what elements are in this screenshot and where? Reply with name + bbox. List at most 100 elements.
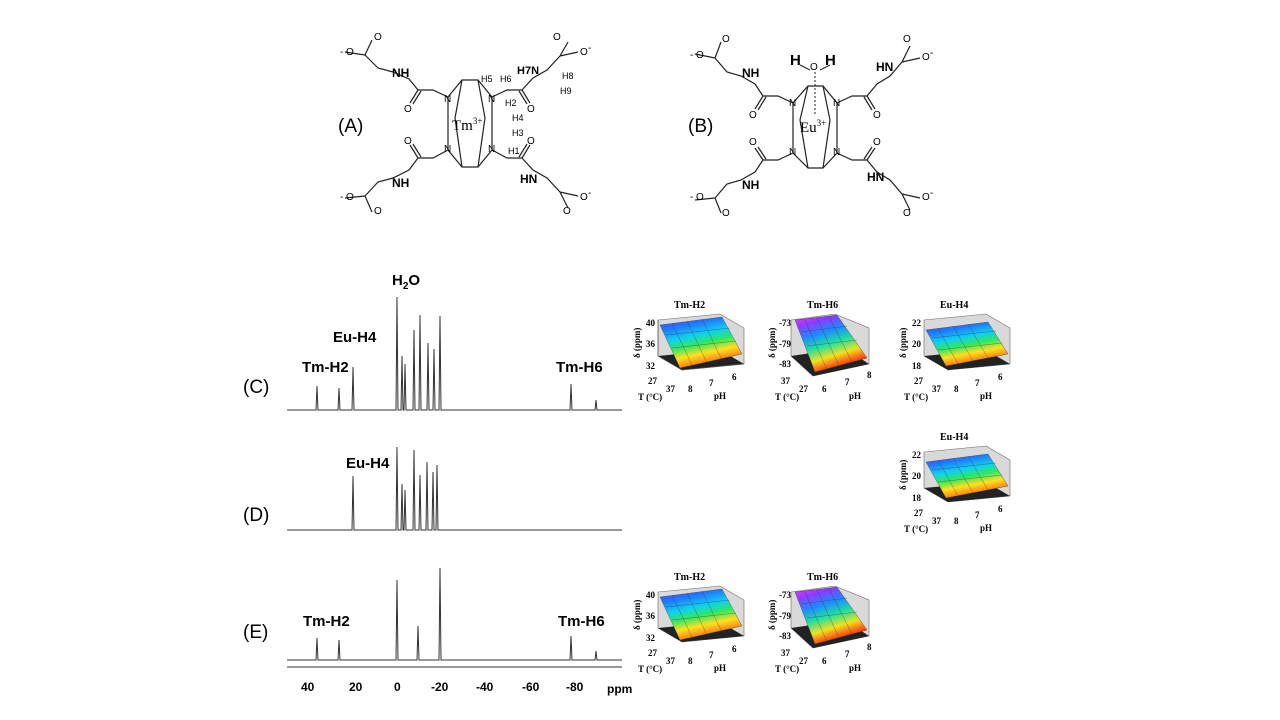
z-tick: -79	[779, 339, 791, 349]
atom-o-2: O	[374, 32, 382, 43]
nh-b1: NH	[742, 66, 760, 80]
ph-axis-label: pH	[849, 663, 862, 673]
z-axis-label: δ (ppm)	[632, 599, 642, 630]
ph-tick: 6	[822, 384, 827, 394]
atom-n-1: N	[444, 94, 452, 105]
z-tick: 18	[912, 493, 921, 503]
atom-b-o-8: O	[922, 52, 930, 63]
surface-plot-c-tm-h6: Tm-H6 -73 -79 -83 δ (ppm) 37 27 6 7 8 T …	[765, 298, 885, 408]
peak-label-tm-h6-e: Tm-H6	[558, 613, 605, 630]
surface-title: Tm-H6	[807, 572, 839, 583]
z-tick: 40	[646, 590, 655, 600]
nh-1: NH	[392, 66, 410, 80]
spectrum-d-label: (D)	[243, 505, 270, 526]
atom-o-6: O	[346, 192, 354, 203]
proton-h3: H3	[512, 128, 524, 138]
atom-b-o-5: O	[722, 208, 730, 219]
surface-plot-c-tm-h2: Tm-H2 40 36 32 δ (ppm) 27 37 8 7 6 T (°C…	[632, 298, 752, 408]
structure-b-label: (B)	[688, 116, 714, 137]
surface-plot-e-tm-h2: Tm-H2 40 36 32 δ (ppm) 27 37 8 7 6 T (°C…	[632, 570, 752, 680]
peak-label-tm-h2-e: Tm-H2	[303, 613, 350, 630]
ph-axis-label: pH	[980, 391, 993, 401]
z-tick: 36	[646, 339, 655, 349]
t-axis-label: T (°C)	[638, 392, 663, 402]
surface-title: Eu-H4	[940, 300, 969, 311]
peak-label-eu-h4: Eu-H4	[333, 329, 377, 346]
z-tick: 32	[646, 361, 655, 371]
atom-n-4: N	[488, 144, 496, 155]
atom-b-n-4: N	[833, 147, 841, 158]
charge-b4: -	[930, 188, 934, 199]
t-axis-label: T (°C)	[775, 392, 800, 402]
atom-b-o-10: O	[873, 137, 881, 148]
t-tick: 27	[648, 648, 657, 658]
atom-b-o-1: O	[696, 50, 704, 61]
surface-title: Tm-H6	[807, 300, 839, 311]
water-o: O	[810, 62, 818, 73]
atom-b-o-4: O	[749, 137, 757, 148]
ph-tick: 7	[845, 377, 850, 387]
atom-o-11: O	[563, 206, 571, 217]
charge-b1: -	[690, 50, 694, 61]
ph-tick: 6	[732, 644, 737, 654]
atom-o-1: O	[346, 47, 354, 58]
surface-plot-e-tm-h6: Tm-H6 -73 -79 -83 δ (ppm) 37 27 6 7 8 T …	[765, 570, 885, 680]
ph-axis-label: pH	[714, 663, 727, 673]
ph-tick: 7	[709, 650, 714, 660]
atom-b-o-12: O	[922, 192, 930, 203]
atom-b-o-2: O	[722, 34, 730, 45]
ph-tick: 7	[975, 510, 980, 520]
charge-3: -	[588, 43, 592, 54]
ph-tick: 8	[954, 384, 959, 394]
t-tick: 27	[914, 376, 923, 386]
axis-tick: 40	[301, 680, 315, 694]
spectrum-e-trace	[287, 567, 622, 668]
proton-h8: H8	[562, 71, 574, 81]
ph-tick: 6	[998, 372, 1003, 382]
ph-tick: 6	[998, 504, 1003, 514]
atom-o-9: O	[527, 104, 535, 115]
atom-b-o-9: O	[873, 110, 881, 121]
charge-1: -	[340, 47, 344, 58]
ph-tick: 7	[975, 378, 980, 388]
spectrum-c-trace	[287, 296, 622, 411]
atom-o-8: O	[580, 47, 588, 58]
nh-2: NH	[392, 176, 410, 190]
atom-o-4: O	[404, 136, 412, 147]
surface-title: Eu-H4	[940, 432, 969, 443]
z-tick: 20	[912, 339, 921, 349]
charge-b3: -	[930, 48, 934, 59]
z-axis-label: δ (ppm)	[898, 327, 908, 358]
surface-e-tm-h6	[790, 585, 870, 649]
proton-h2: H2	[505, 98, 517, 108]
ph-tick: 7	[845, 649, 850, 659]
ph-tick: 7	[709, 378, 714, 388]
atom-b-n-2: N	[789, 147, 797, 158]
atom-b-o-7: O	[903, 34, 911, 45]
t-tick: 27	[914, 508, 923, 518]
proton-h4: H4	[512, 113, 524, 123]
surface-e-tm-h2	[657, 585, 745, 643]
atom-o-3: O	[404, 104, 412, 115]
z-axis-label: δ (ppm)	[767, 599, 777, 630]
axis-tick: 0	[394, 680, 401, 694]
structure-a-label: (A)	[338, 116, 364, 137]
charge-2: -	[340, 192, 344, 203]
atom-o-5: O	[374, 206, 382, 217]
structure-a-bonds	[344, 39, 579, 213]
axis-unit: ppm	[607, 682, 633, 696]
surface-c-eu-h4	[923, 313, 1011, 371]
z-tick: -83	[779, 631, 791, 641]
proton-h5: H5	[481, 74, 493, 84]
z-tick: -83	[779, 359, 791, 369]
ph-axis-label: pH	[980, 523, 993, 533]
axis-tick: -20	[431, 680, 449, 694]
charge-4: -	[588, 188, 592, 199]
ph-tick: 8	[867, 642, 872, 652]
spectrum-c-label: (C)	[243, 377, 270, 398]
t-axis-label: T (°C)	[904, 392, 929, 402]
atom-b-o-11: O	[903, 208, 911, 219]
ph-tick: 6	[732, 372, 737, 382]
metal-tm: Tm3+	[452, 116, 483, 134]
ph-tick: 8	[688, 656, 693, 666]
